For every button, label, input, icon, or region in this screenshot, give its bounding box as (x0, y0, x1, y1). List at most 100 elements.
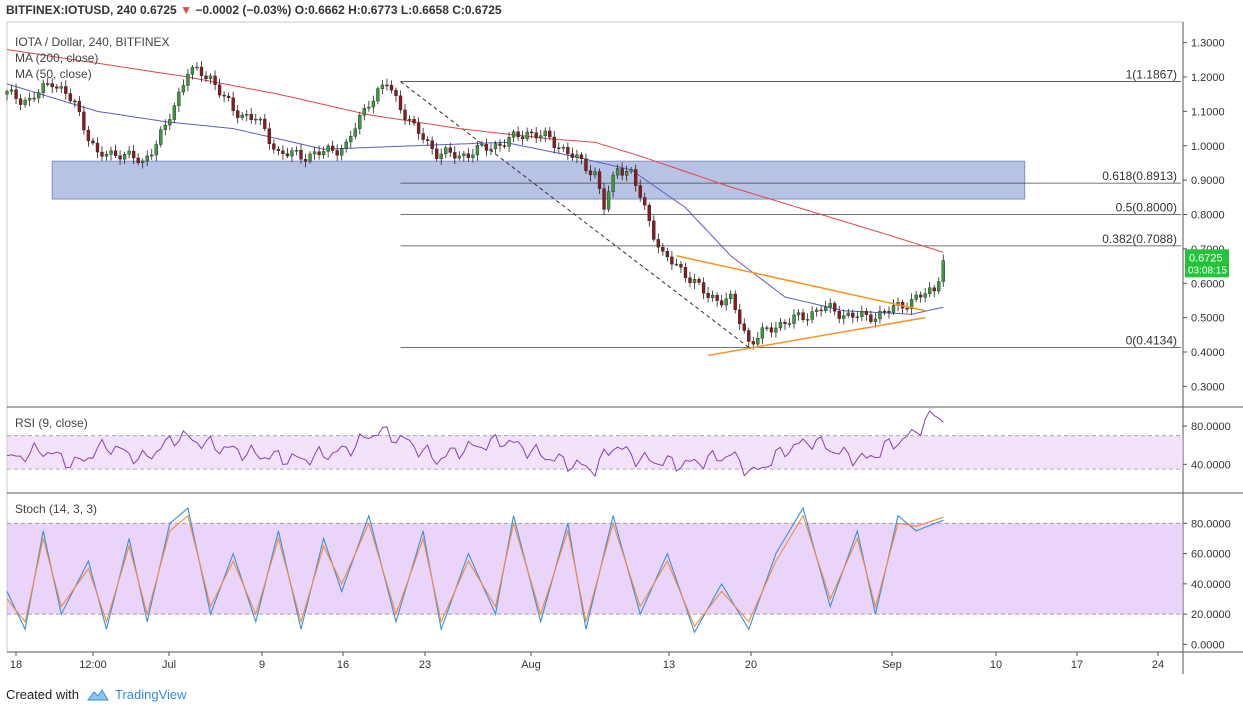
legend-ma50[interactable]: MA (50, close) (15, 67, 92, 81)
candle-body (100, 151, 104, 157)
candle-body (457, 155, 461, 159)
candle-body (299, 150, 303, 160)
candle-body (769, 327, 774, 333)
symbol-label[interactable]: BITFINEX:IOTUSD, 240 (6, 3, 137, 17)
candle-body (154, 144, 158, 156)
time-tick-label: Aug (521, 659, 541, 671)
candle-body (873, 318, 878, 322)
candle-body (937, 281, 941, 292)
last-price-tag-value: 0.6725 (1189, 252, 1223, 264)
candle-body (611, 174, 615, 192)
candle-body (643, 197, 647, 206)
tradingview-link[interactable]: TradingView (114, 687, 187, 702)
legend-rsi[interactable]: RSI (9, close) (15, 416, 88, 430)
stoch-tick-label: 20.0000 (1191, 609, 1231, 621)
candle-body (615, 168, 620, 176)
candle-body (32, 97, 36, 100)
candle-body (620, 168, 624, 176)
fib-level-label: 0.5(0.8000) (1116, 201, 1177, 215)
candle-body (584, 158, 588, 172)
candle-body (801, 312, 805, 320)
candle-body (692, 279, 697, 284)
candle-body (303, 159, 308, 162)
candle-body (670, 256, 674, 265)
candle-body (774, 327, 778, 333)
candle-body (543, 130, 547, 136)
candle-body (290, 150, 294, 157)
candle-body (5, 91, 9, 95)
stoch-band (7, 523, 1183, 615)
candle-body (674, 263, 679, 266)
candle-body (213, 75, 217, 86)
candle-body (376, 88, 380, 102)
candle-body (59, 86, 63, 89)
candle-body (136, 157, 140, 163)
candle-body (172, 105, 177, 120)
candle-body (661, 247, 665, 252)
created-with-label: Created with (6, 687, 79, 702)
ma50-line (6, 83, 944, 315)
candle-body (837, 310, 841, 319)
legend-stoch[interactable]: Stoch (14, 3, 3) (15, 502, 98, 516)
candle-body (909, 299, 914, 309)
candle-body (634, 169, 638, 186)
candle-body (50, 83, 54, 88)
candle-body (453, 152, 457, 159)
candle-body (344, 141, 348, 149)
price-tick-label: 1.1000 (1191, 106, 1225, 118)
candle-body (104, 154, 109, 157)
time-tick-label: 10 (990, 659, 1002, 671)
candle-body (833, 303, 837, 312)
candle-body (688, 277, 692, 284)
candle-body (724, 298, 728, 306)
fib-level-label: 1(1.1867) (1126, 68, 1177, 82)
candle-body (579, 154, 584, 159)
candle-body (557, 147, 561, 149)
fib-level-label: 0.382(0.7088) (1102, 232, 1177, 246)
candle-body (679, 263, 683, 268)
candle-body (86, 129, 91, 142)
low-value: L:0.6658 (400, 3, 449, 17)
candle-body (389, 85, 394, 91)
candle-body (738, 309, 742, 325)
candle-body (385, 84, 389, 87)
candle-body (312, 151, 317, 155)
candle-body (928, 287, 932, 294)
candle-body (851, 312, 855, 318)
candle-body (905, 307, 909, 310)
candle-body (231, 97, 235, 111)
candle-body (530, 131, 534, 134)
legend-ma200[interactable]: MA (200, close) (15, 51, 99, 65)
candle-body (335, 150, 339, 156)
candle-body (466, 153, 471, 158)
candle-body (864, 311, 869, 315)
candle-body (489, 148, 493, 151)
candle-body (46, 83, 50, 85)
candle-body (824, 306, 828, 311)
price-tick-label: 1.0000 (1191, 141, 1225, 153)
candle-body (860, 311, 864, 318)
candle-body (199, 66, 204, 77)
candle-body (18, 98, 23, 105)
candle-body (122, 154, 127, 160)
candle-body (285, 153, 290, 157)
candle-body (127, 150, 131, 155)
triangle-lower-line (707, 316, 926, 357)
legend-title[interactable]: IOTA / Dollar, 240, BITFINEX (15, 35, 170, 49)
time-tick-label: 20 (745, 659, 757, 671)
close-value: C:0.6725 (452, 3, 502, 17)
rsi-line (6, 410, 944, 478)
time-tick-label: 16 (337, 659, 349, 671)
candle-body (91, 140, 95, 144)
candle-body (118, 155, 122, 160)
candle-body (846, 312, 850, 316)
time-tick-label: 23 (419, 659, 431, 671)
candle-body (195, 66, 199, 69)
candle-body (561, 146, 566, 149)
candle-body (597, 171, 602, 189)
rsi-tick-label: 40.0000 (1191, 459, 1231, 471)
candle-body (444, 147, 448, 155)
last-price-tag (1185, 249, 1229, 278)
candle-body (263, 118, 267, 129)
